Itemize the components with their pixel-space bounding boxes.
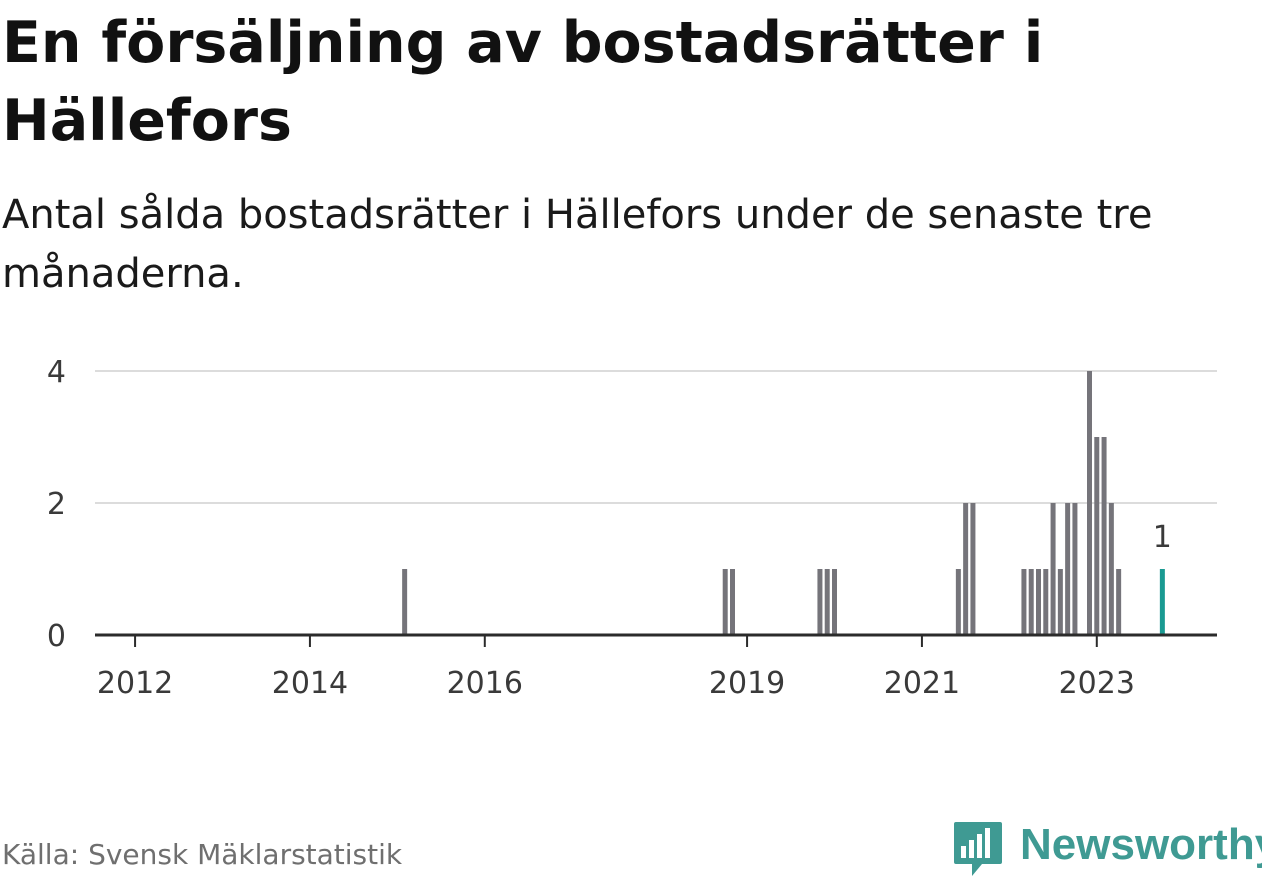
chart-subtitle: Antal sålda bostadsrätter i Hällefors un… (2, 192, 1153, 297)
bar (1087, 371, 1092, 635)
bar (970, 503, 976, 635)
bar (1028, 569, 1034, 635)
bar (963, 503, 969, 635)
bar (1021, 569, 1027, 635)
bar-value-label: 1 (1153, 520, 1172, 555)
bar (824, 569, 830, 635)
x-tick-label: 2023 (1059, 666, 1135, 700)
bar (1036, 569, 1041, 635)
bar-highlight (1159, 569, 1165, 635)
x-tick-label: 2019 (709, 666, 785, 700)
brand-name: Newsworthy (1020, 820, 1262, 869)
chart-title: En försäljning av bostadsrätter i Hällef… (2, 10, 1044, 154)
bar (1050, 503, 1056, 635)
bar (1094, 437, 1100, 635)
source-note: Källa: Svensk Mäklarstatistik (2, 838, 403, 871)
bar (730, 569, 735, 635)
bar-chart: 0 2 4 2012 2014 2016 2019 2021 2023 1 (47, 355, 1217, 700)
gridlines (95, 370, 1217, 504)
x-tick-label: 2014 (272, 666, 348, 700)
x-tick-label: 2021 (884, 666, 960, 700)
bar (1101, 437, 1107, 635)
y-tick-label: 0 (47, 619, 66, 654)
bar (402, 569, 408, 635)
bar (817, 569, 823, 635)
bar (1065, 503, 1071, 635)
x-axis: 2012 2014 2016 2019 2021 2023 (97, 635, 1135, 700)
bars (402, 371, 1165, 635)
bar (1116, 569, 1122, 635)
y-tick-label: 2 (47, 487, 66, 522)
bar (955, 569, 961, 635)
bar (1057, 569, 1063, 635)
bar (1072, 503, 1078, 635)
x-tick-label: 2012 (97, 666, 173, 700)
x-tick-label: 2016 (447, 666, 523, 700)
bar (1108, 503, 1114, 635)
y-axis: 0 2 4 (47, 355, 66, 654)
bar (722, 569, 728, 635)
data-labels: 1 (1153, 520, 1172, 555)
bar (832, 569, 837, 635)
y-tick-label: 4 (47, 355, 66, 390)
bar (1043, 569, 1049, 635)
bar-chart-speech-bubble-icon (954, 822, 1002, 876)
